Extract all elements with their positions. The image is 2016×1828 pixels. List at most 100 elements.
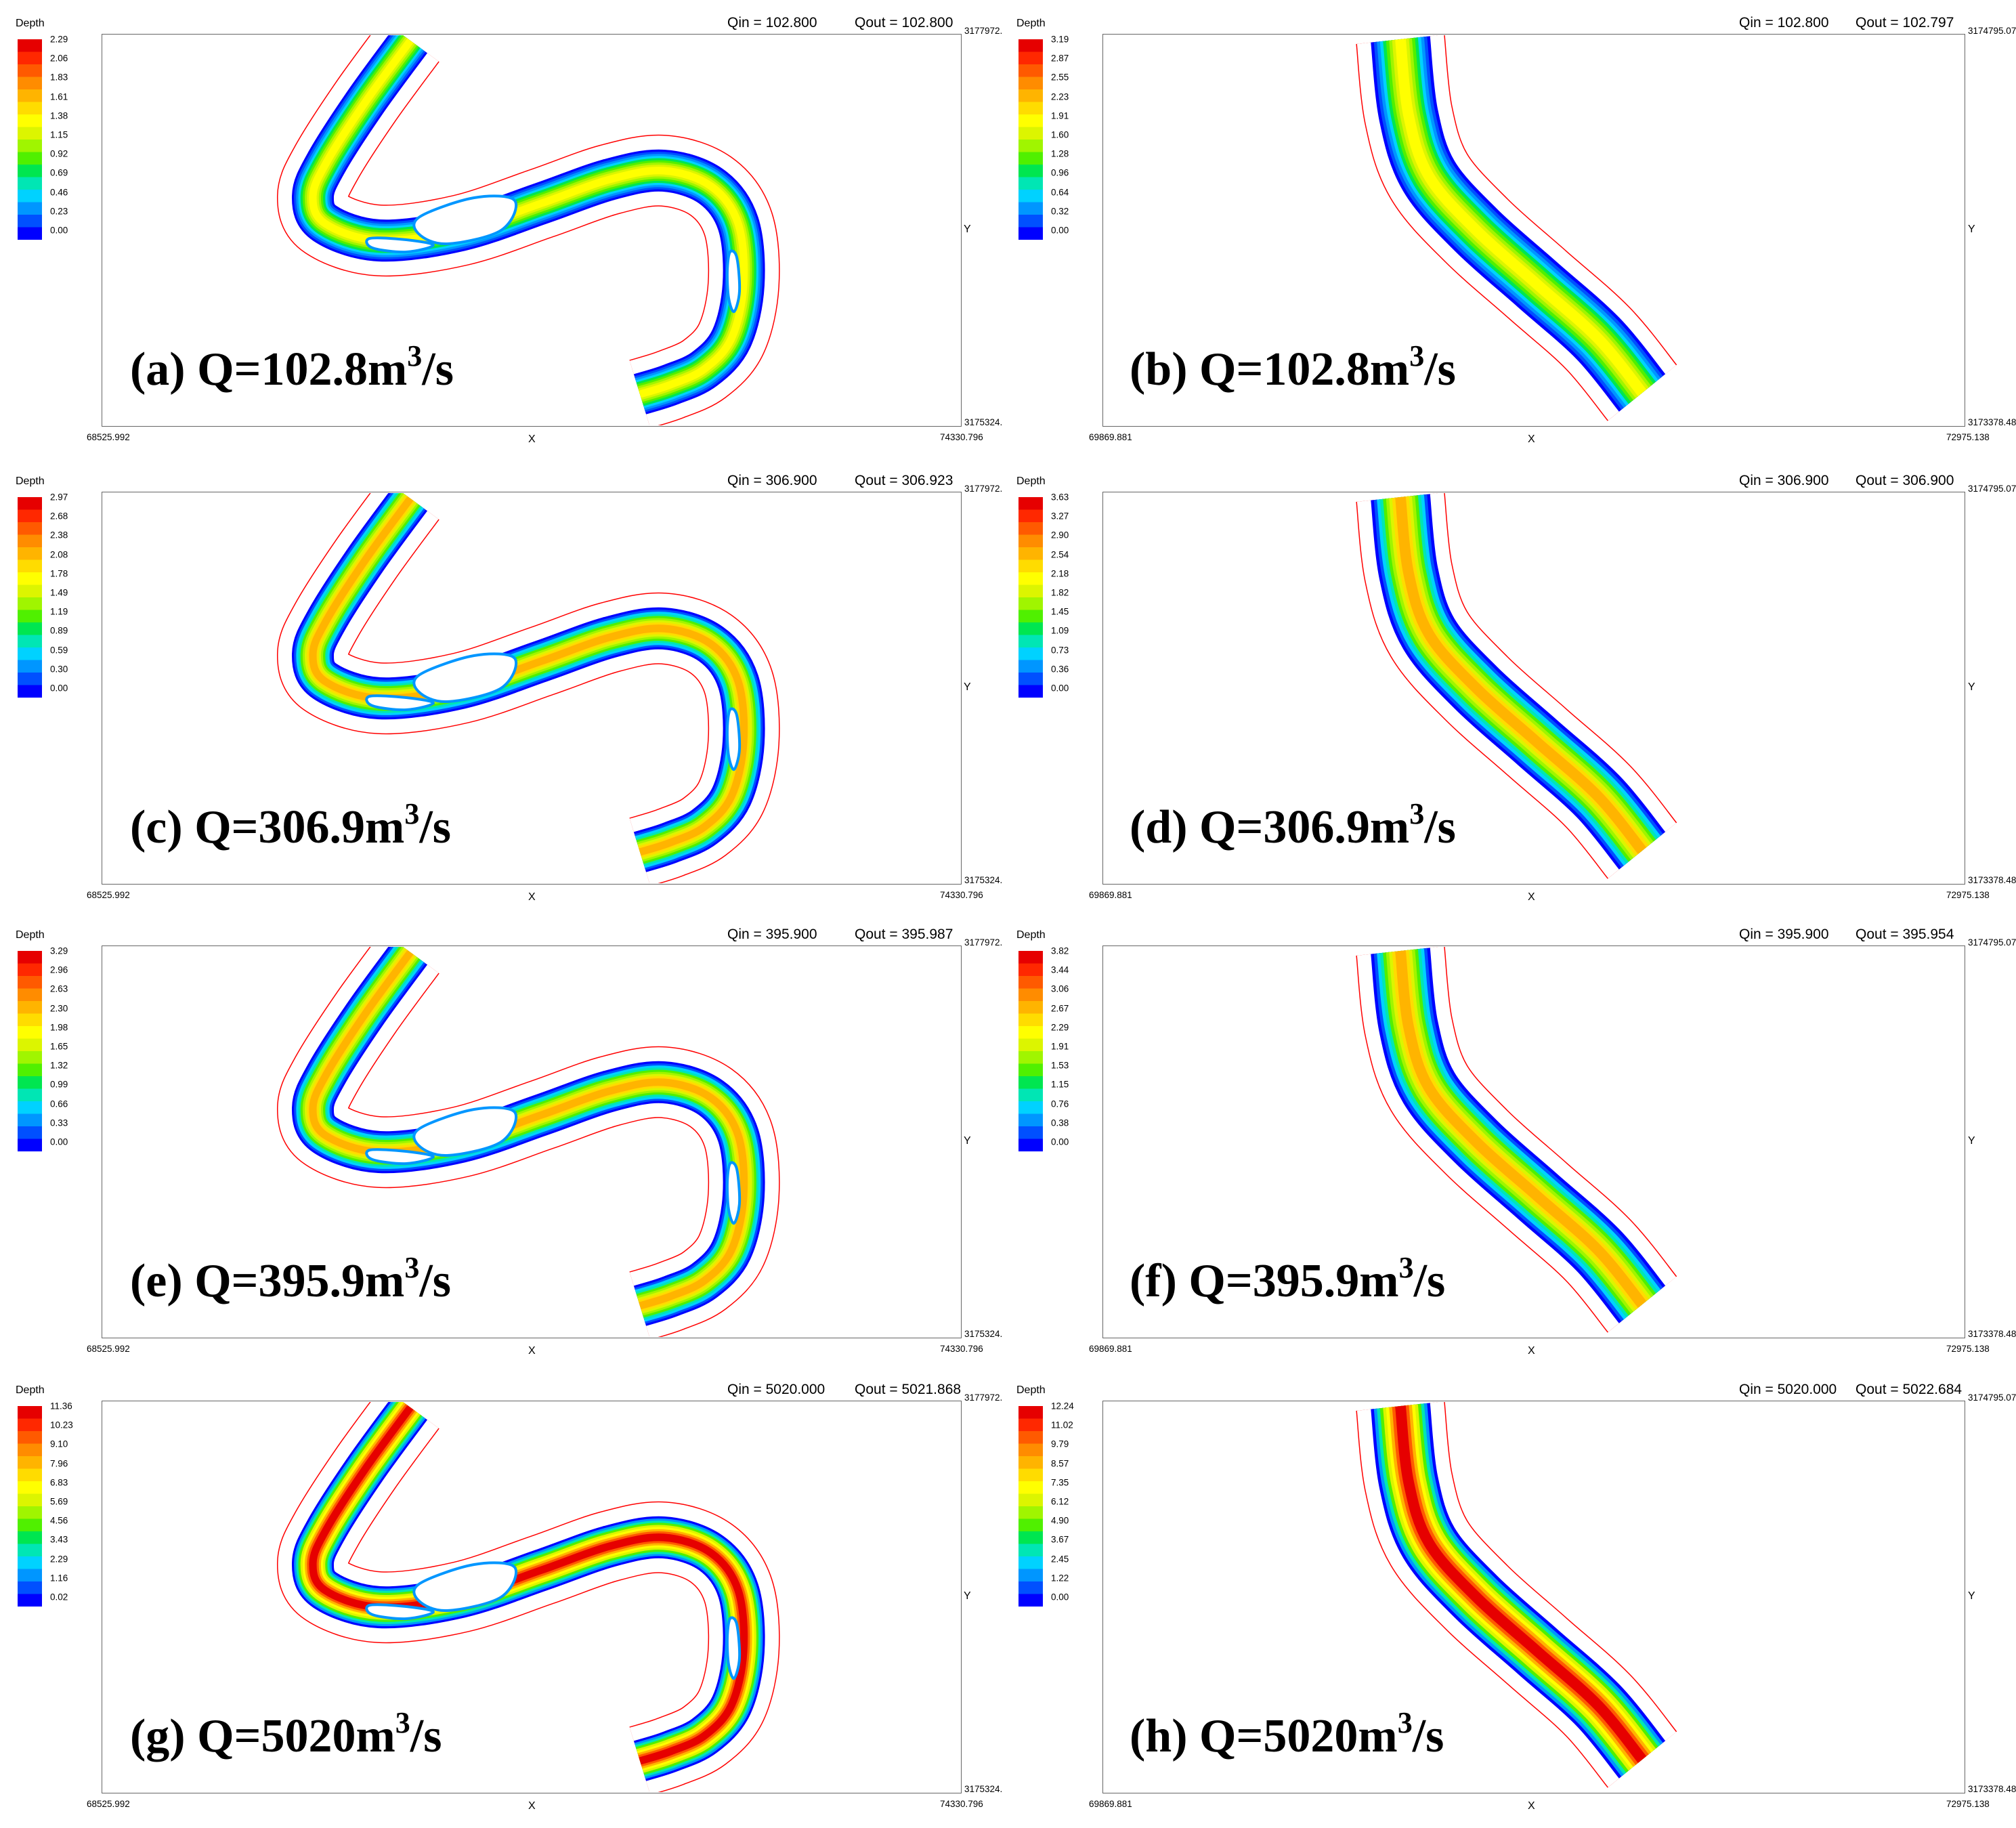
qin-label: Qin = 5020.000 <box>727 1382 825 1397</box>
legend-tick-label: 0.00 <box>50 1136 68 1147</box>
panel-caption: (g) Q=5020m3/s <box>130 1706 442 1762</box>
legend-tick-label: 1.38 <box>50 110 68 121</box>
river-group <box>276 493 780 883</box>
legend-swatch <box>18 1531 42 1545</box>
legend-swatch <box>18 584 42 598</box>
legend-tick-label: 4.90 <box>1051 1515 1069 1526</box>
y-min-label: 3175324. <box>964 875 1003 885</box>
legend-swatch <box>1018 622 1043 636</box>
legend-swatch <box>1018 177 1043 190</box>
legend-tick-label: 0.96 <box>1051 167 1069 178</box>
x-min-label: 68525.992 <box>87 1344 130 1354</box>
depth-panel-d: Depth 3.63 3.27 2.90 2.54 2.18 1.82 1.45 1.09 0.… <box>1001 458 2016 916</box>
legend-swatch <box>1018 584 1043 598</box>
x-axis-label: X <box>1528 433 1535 445</box>
legend-tick-label: 2.29 <box>50 34 68 45</box>
legend-swatch <box>1018 547 1043 561</box>
river-plot <box>1356 35 1677 421</box>
legend-swatch <box>18 1506 42 1520</box>
qin-label: Qin = 102.800 <box>1739 15 1829 30</box>
y-max-label: 3177972. <box>964 1393 1003 1403</box>
panel-caption: (b) Q=102.8m3/s <box>1130 339 1456 396</box>
island-1 <box>412 1561 518 1613</box>
legend-tick-label: 2.90 <box>1051 530 1069 540</box>
legend-swatch <box>18 497 42 511</box>
qout-label: Qout = 5022.684 <box>1856 1382 1963 1397</box>
legend-tick-label: 0.73 <box>1051 645 1069 656</box>
legend-tick-label: 2.18 <box>1051 568 1069 579</box>
legend-tick-label: 1.83 <box>50 72 68 83</box>
legend-tick-label: 0.33 <box>50 1118 68 1128</box>
qout-label: Qout = 395.987 <box>855 927 953 942</box>
legend-swatch <box>1018 152 1043 165</box>
legend-swatch <box>1018 1001 1043 1015</box>
legend-title: Depth <box>1016 475 1046 487</box>
legend-tick-label: 0.00 <box>1051 683 1069 694</box>
depth-panel-e: Depth 3.29 2.96 2.63 2.30 1.98 1.65 1.32 0.99 0.… <box>0 912 1002 1369</box>
legend-tick-label: 7.35 <box>1051 1477 1069 1488</box>
legend-title: Depth <box>16 1384 45 1396</box>
x-axis-label: X <box>528 433 536 445</box>
legend-swatch <box>1018 1088 1043 1102</box>
legend-swatch <box>1018 1493 1043 1507</box>
island-1 <box>412 194 518 246</box>
legend-tick-label: 0.59 <box>50 645 68 656</box>
legend-swatch <box>1018 1518 1043 1532</box>
y-axis-label: Y <box>1968 1135 1975 1147</box>
legend-swatch <box>1018 39 1043 53</box>
legend-tick-label: 2.97 <box>50 492 68 503</box>
legend-swatch <box>18 1544 42 1557</box>
legend-tick-label: 5.69 <box>50 1496 68 1507</box>
legend-tick-label: 1.49 <box>50 587 68 598</box>
island-3 <box>725 1161 742 1225</box>
legend-swatch <box>1018 89 1043 103</box>
legend-swatch <box>1018 227 1043 240</box>
y-axis-label: Y <box>1968 1590 1975 1602</box>
legend-tick-label: 1.15 <box>1051 1079 1069 1090</box>
panel-caption: (a) Q=102.8m3/s <box>130 339 454 396</box>
legend-swatch <box>1018 497 1043 511</box>
color-legend <box>1018 39 1043 240</box>
depth-band <box>309 496 748 856</box>
x-min-label: 69869.881 <box>1089 1344 1132 1354</box>
legend-tick-label: 0.99 <box>50 1079 68 1090</box>
legend-tick-label: 0.38 <box>1051 1118 1069 1128</box>
legend-swatch <box>18 610 42 623</box>
legend-swatch <box>1018 610 1043 623</box>
y-axis-label: Y <box>1968 681 1975 693</box>
y-min-label: 3173378.481 <box>1968 875 2016 885</box>
legend-tick-label: 10.23 <box>50 1420 73 1430</box>
legend-tick-label: 0.76 <box>1051 1099 1069 1109</box>
legend-tick-label: 1.65 <box>50 1041 68 1052</box>
river-plot <box>276 947 780 1337</box>
color-legend <box>18 39 42 240</box>
island-1 <box>412 1106 518 1157</box>
legend-swatch <box>18 1581 42 1595</box>
legend-swatch <box>1018 1544 1043 1557</box>
legend-tick-label: 1.19 <box>50 606 68 617</box>
legend-swatch <box>1018 963 1043 977</box>
legend-swatch <box>1018 597 1043 611</box>
legend-swatch <box>1018 1468 1043 1482</box>
legend-swatch <box>18 547 42 561</box>
legend-tick-label: 9.79 <box>1051 1439 1069 1449</box>
island-1 <box>412 652 518 704</box>
legend-swatch <box>18 1569 42 1582</box>
river-plot <box>1356 1402 1677 1788</box>
river-group <box>276 35 780 425</box>
legend-swatch <box>18 1026 42 1040</box>
legend-swatch <box>1018 190 1043 203</box>
x-min-label: 68525.992 <box>87 890 130 900</box>
legend-tick-label: 0.32 <box>1051 206 1069 217</box>
x-min-label: 69869.881 <box>1089 432 1132 442</box>
legend-swatch <box>18 1406 42 1420</box>
legend-swatch <box>1018 64 1043 78</box>
legend-swatch <box>1018 140 1043 153</box>
qout-label: Qout = 102.800 <box>855 15 953 30</box>
x-max-label: 72975.138 <box>1946 1344 1990 1354</box>
legend-swatch <box>1018 1556 1043 1570</box>
legend-tick-label: 2.55 <box>1051 72 1069 83</box>
legend-swatch <box>1018 1531 1043 1545</box>
river-plot <box>1356 947 1677 1333</box>
qout-label: Qout = 5021.868 <box>855 1382 962 1397</box>
